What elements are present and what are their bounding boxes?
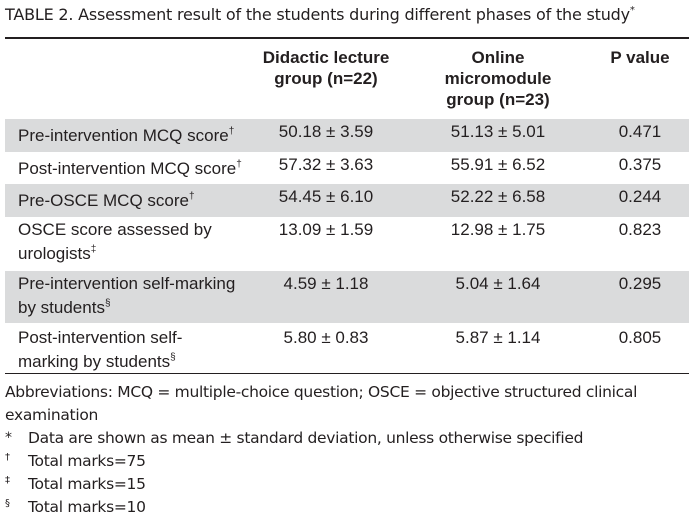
footnote-mark: † xyxy=(188,191,195,202)
header-didactic-group: Didactic lecture group (n=22) xyxy=(257,47,395,89)
footnote-mark: § xyxy=(170,352,176,363)
row-label: OSCE score assessed by urologists‡ xyxy=(18,220,258,264)
row-label-line: OSCE score assessed by xyxy=(18,220,212,239)
p-value: 0.375 xyxy=(618,155,662,174)
table-footnotes: Abbreviations: MCQ = multiple-choice que… xyxy=(5,381,689,519)
didactic-value: 4.59 ± 1.18 xyxy=(283,274,369,293)
results-table: Didactic lecture group (n=22) Online mic… xyxy=(5,39,689,374)
row-label: Pre-OSCE MCQ score† xyxy=(18,187,258,211)
table-row: Pre-intervention self-marking by student… xyxy=(5,271,689,323)
row-label-line: Pre-intervention MCQ score xyxy=(18,126,229,145)
table-row: Pre-OSCE MCQ score† 54.45 ± 6.10 52.22 ±… xyxy=(5,184,689,217)
footnote: ‡ Total marks=15 xyxy=(5,473,689,496)
didactic-value: 54.45 ± 6.10 xyxy=(278,187,374,206)
footnote-mark: † xyxy=(236,159,242,170)
footnote-text: Total marks=10 xyxy=(28,498,146,516)
footnote-text: Data are shown as mean ± standard deviat… xyxy=(28,429,584,447)
micromodule-value: 12.98 ± 1.75 xyxy=(450,220,546,239)
header-micromodule-line: Online xyxy=(471,48,525,67)
table-caption: TABLE 2. Assessment result of the studen… xyxy=(5,5,635,24)
micromodule-value: 5.04 ± 1.64 xyxy=(455,274,541,293)
footnote: § Total marks=10 xyxy=(5,496,689,519)
row-label-line: Pre-intervention self-marking xyxy=(18,274,236,293)
table-row: Post-intervention MCQ score† 57.32 ± 3.6… xyxy=(5,152,689,184)
abbreviations-line: examination xyxy=(5,406,99,424)
footnote: * Data are shown as mean ± standard devi… xyxy=(5,427,689,450)
footnote-text: Total marks=15 xyxy=(28,475,146,493)
row-label-line: urologists xyxy=(18,244,91,263)
footnote-mark: † xyxy=(228,126,235,137)
row-label-line: marking by students xyxy=(18,352,171,371)
header-p-value: P value xyxy=(610,48,670,67)
footnote-symbol: † xyxy=(5,452,10,463)
header-didactic-line: Didactic lecture xyxy=(262,48,390,67)
p-value: 0.471 xyxy=(618,122,662,141)
row-label: Pre-intervention MCQ score† xyxy=(18,122,258,146)
row-label-line: by students xyxy=(18,298,105,317)
footnote-mark: ‡ xyxy=(90,244,97,255)
row-label-line: Post-intervention MCQ score xyxy=(18,159,237,178)
table-row: Pre-intervention MCQ score† 50.18 ± 3.59… xyxy=(5,119,689,152)
footnote-symbol: § xyxy=(5,498,10,509)
footnote-text: Total marks=75 xyxy=(28,452,146,470)
table-row: Post-intervention self- marking by stude… xyxy=(5,323,689,373)
didactic-value: 57.32 ± 3.63 xyxy=(278,155,374,174)
row-label: Post-intervention self- marking by stude… xyxy=(18,328,258,372)
table-row: OSCE score assessed by urologists‡ 13.09… xyxy=(5,217,689,271)
row-label: Post-intervention MCQ score† xyxy=(18,155,258,179)
micromodule-value: 55.91 ± 6.52 xyxy=(450,155,546,174)
footnote-symbol: ‡ xyxy=(5,475,10,486)
didactic-value: 13.09 ± 1.59 xyxy=(278,220,374,239)
header-micromodule-group: Online micromodule group (n=23) xyxy=(399,47,597,110)
caption-text: TABLE 2. Assessment result of the studen… xyxy=(5,5,630,24)
micromodule-value: 5.87 ± 1.14 xyxy=(455,328,541,347)
row-label: Pre-intervention self-marking by student… xyxy=(18,274,258,318)
header-didactic-line: group (n=22) xyxy=(274,69,378,88)
header-micromodule-line: group (n=23) xyxy=(446,90,550,109)
p-value: 0.295 xyxy=(618,274,662,293)
p-value: 0.805 xyxy=(618,328,662,347)
micromodule-value: 52.22 ± 6.58 xyxy=(450,187,546,206)
didactic-value: 5.80 ± 0.83 xyxy=(283,328,369,347)
row-label-line: Pre-OSCE MCQ score xyxy=(18,191,189,210)
row-label-line: Post-intervention self- xyxy=(18,328,183,347)
caption-marker: * xyxy=(629,5,635,16)
p-value: 0.244 xyxy=(618,187,662,206)
didactic-value: 50.18 ± 3.59 xyxy=(278,122,374,141)
footnote-mark: § xyxy=(104,298,111,309)
table-top-rule xyxy=(5,37,689,39)
micromodule-value: 51.13 ± 5.01 xyxy=(450,122,546,141)
footnote-symbol: * xyxy=(5,430,12,446)
table-header-row: Didactic lecture group (n=22) Online mic… xyxy=(5,39,689,119)
header-micromodule-line: micromodule xyxy=(444,69,552,88)
p-value: 0.823 xyxy=(618,220,662,239)
abbreviations-line: Abbreviations: MCQ = multiple-choice que… xyxy=(5,383,638,401)
footnote: † Total marks=75 xyxy=(5,450,689,473)
